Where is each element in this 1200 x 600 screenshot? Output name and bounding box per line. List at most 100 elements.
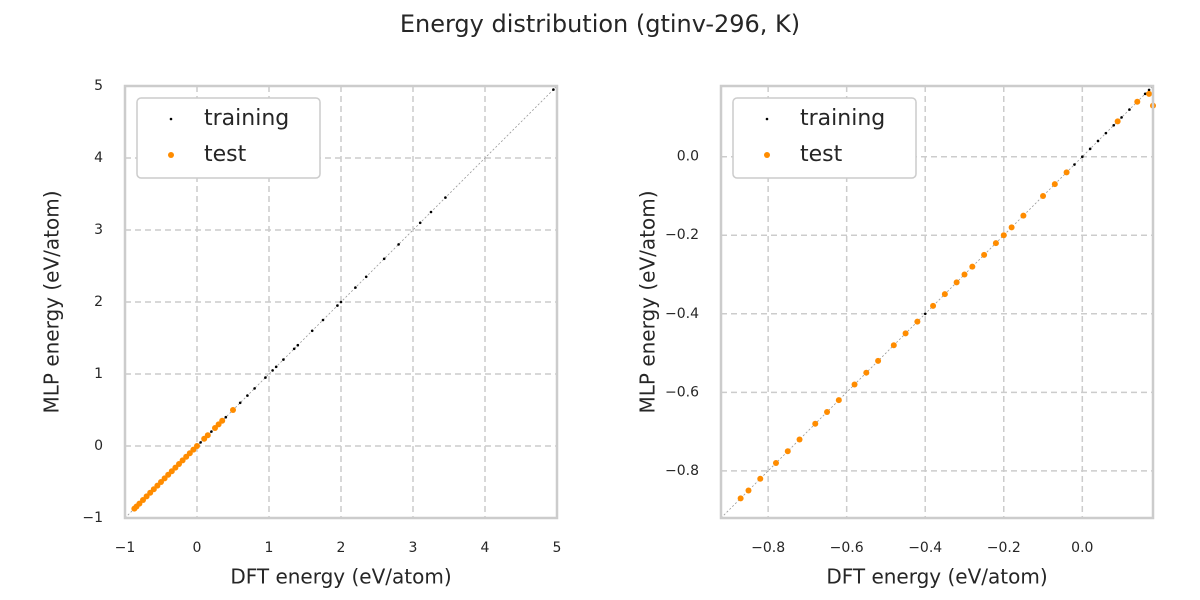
point [1114,118,1121,125]
point [863,369,870,376]
x-tick-label: −0.4 [908,540,942,556]
legend-marker [168,152,174,158]
point [784,448,791,455]
point [336,304,339,307]
legend-marker [764,152,770,158]
point [1051,181,1058,188]
point [1020,212,1027,219]
y-axis-label: MLP energy (eV/atom) [40,190,64,413]
point [890,342,897,349]
point [992,240,999,247]
point [246,394,249,397]
x-tick-label: 0.0 [1071,540,1093,556]
point [238,401,242,405]
point [321,318,325,322]
y-tick-label: 0 [94,438,103,454]
point [1063,169,1070,176]
y-tick-label: 2 [94,294,103,310]
x-axis-label: DFT energy (eV/atom) [230,565,451,589]
y-tick-label: −0.2 [665,227,699,243]
point [737,495,744,502]
point [397,243,400,246]
x-tick-label: 5 [553,540,562,556]
point [961,271,968,278]
point [812,420,819,427]
point [824,408,831,415]
point [1120,116,1123,119]
point [219,417,226,424]
point [796,436,803,443]
point [914,318,921,325]
y-tick-label: 0.0 [677,149,699,165]
y-tick-label: 4 [94,150,103,166]
point [296,343,300,347]
y-tick-label: −0.8 [665,463,699,479]
x-tick-label: 3 [409,540,418,556]
point [1000,232,1007,239]
point [210,430,213,433]
point [310,329,314,333]
x-tick-label: −1 [115,540,136,556]
point [1081,155,1084,158]
point [444,196,447,199]
x-tick-label: 0 [193,540,202,556]
point [1147,88,1151,92]
y-tick-label: −0.6 [665,384,699,400]
figure-title: Energy distribution (gtinv-296, K) [400,10,800,38]
point [1112,123,1116,127]
point [875,357,882,364]
point [1134,98,1141,105]
legend-box [136,97,321,179]
point [941,291,948,298]
point [271,369,274,372]
point [224,415,228,419]
point [354,286,357,289]
point [1040,192,1047,199]
y-tick-label: 5 [94,78,103,94]
point [772,460,779,467]
legend-label: test [204,142,247,167]
point [757,475,764,482]
point [745,487,752,494]
y-tick-label: 3 [94,222,103,238]
y-axis-label: MLP energy (eV/atom) [636,190,660,413]
point [1088,147,1092,151]
point [1073,163,1076,166]
point [1146,90,1153,97]
point [230,407,236,413]
legend-marker [169,117,173,121]
point [199,441,202,444]
reference-line [720,85,1154,519]
plot-frame [719,84,1155,520]
legend-label: training [204,106,289,131]
point [364,275,368,279]
point [969,263,976,270]
x-tick-label: 4 [481,540,490,556]
point [552,88,555,91]
point [1008,224,1015,231]
x-tick-label: −0.2 [987,540,1021,556]
point [930,302,937,309]
point [253,387,256,390]
point [339,300,343,304]
point [1128,108,1131,111]
x-tick-label: 1 [265,540,274,556]
x-axis-label: DFT energy (eV/atom) [826,565,1047,589]
x-tick-label: −0.6 [830,540,864,556]
point [902,330,909,337]
y-tick-label: 1 [94,366,103,382]
y-tick-label: −1 [82,510,103,526]
point [274,365,278,369]
point [418,221,422,225]
legend-box [732,97,917,179]
point [953,279,960,286]
point [264,376,267,379]
point [981,251,988,258]
point [282,358,285,361]
point [835,397,842,404]
y-tick-label: −0.4 [665,306,699,322]
point [1096,139,1100,143]
x-tick-label: −0.8 [751,540,785,556]
point [1104,131,1108,135]
